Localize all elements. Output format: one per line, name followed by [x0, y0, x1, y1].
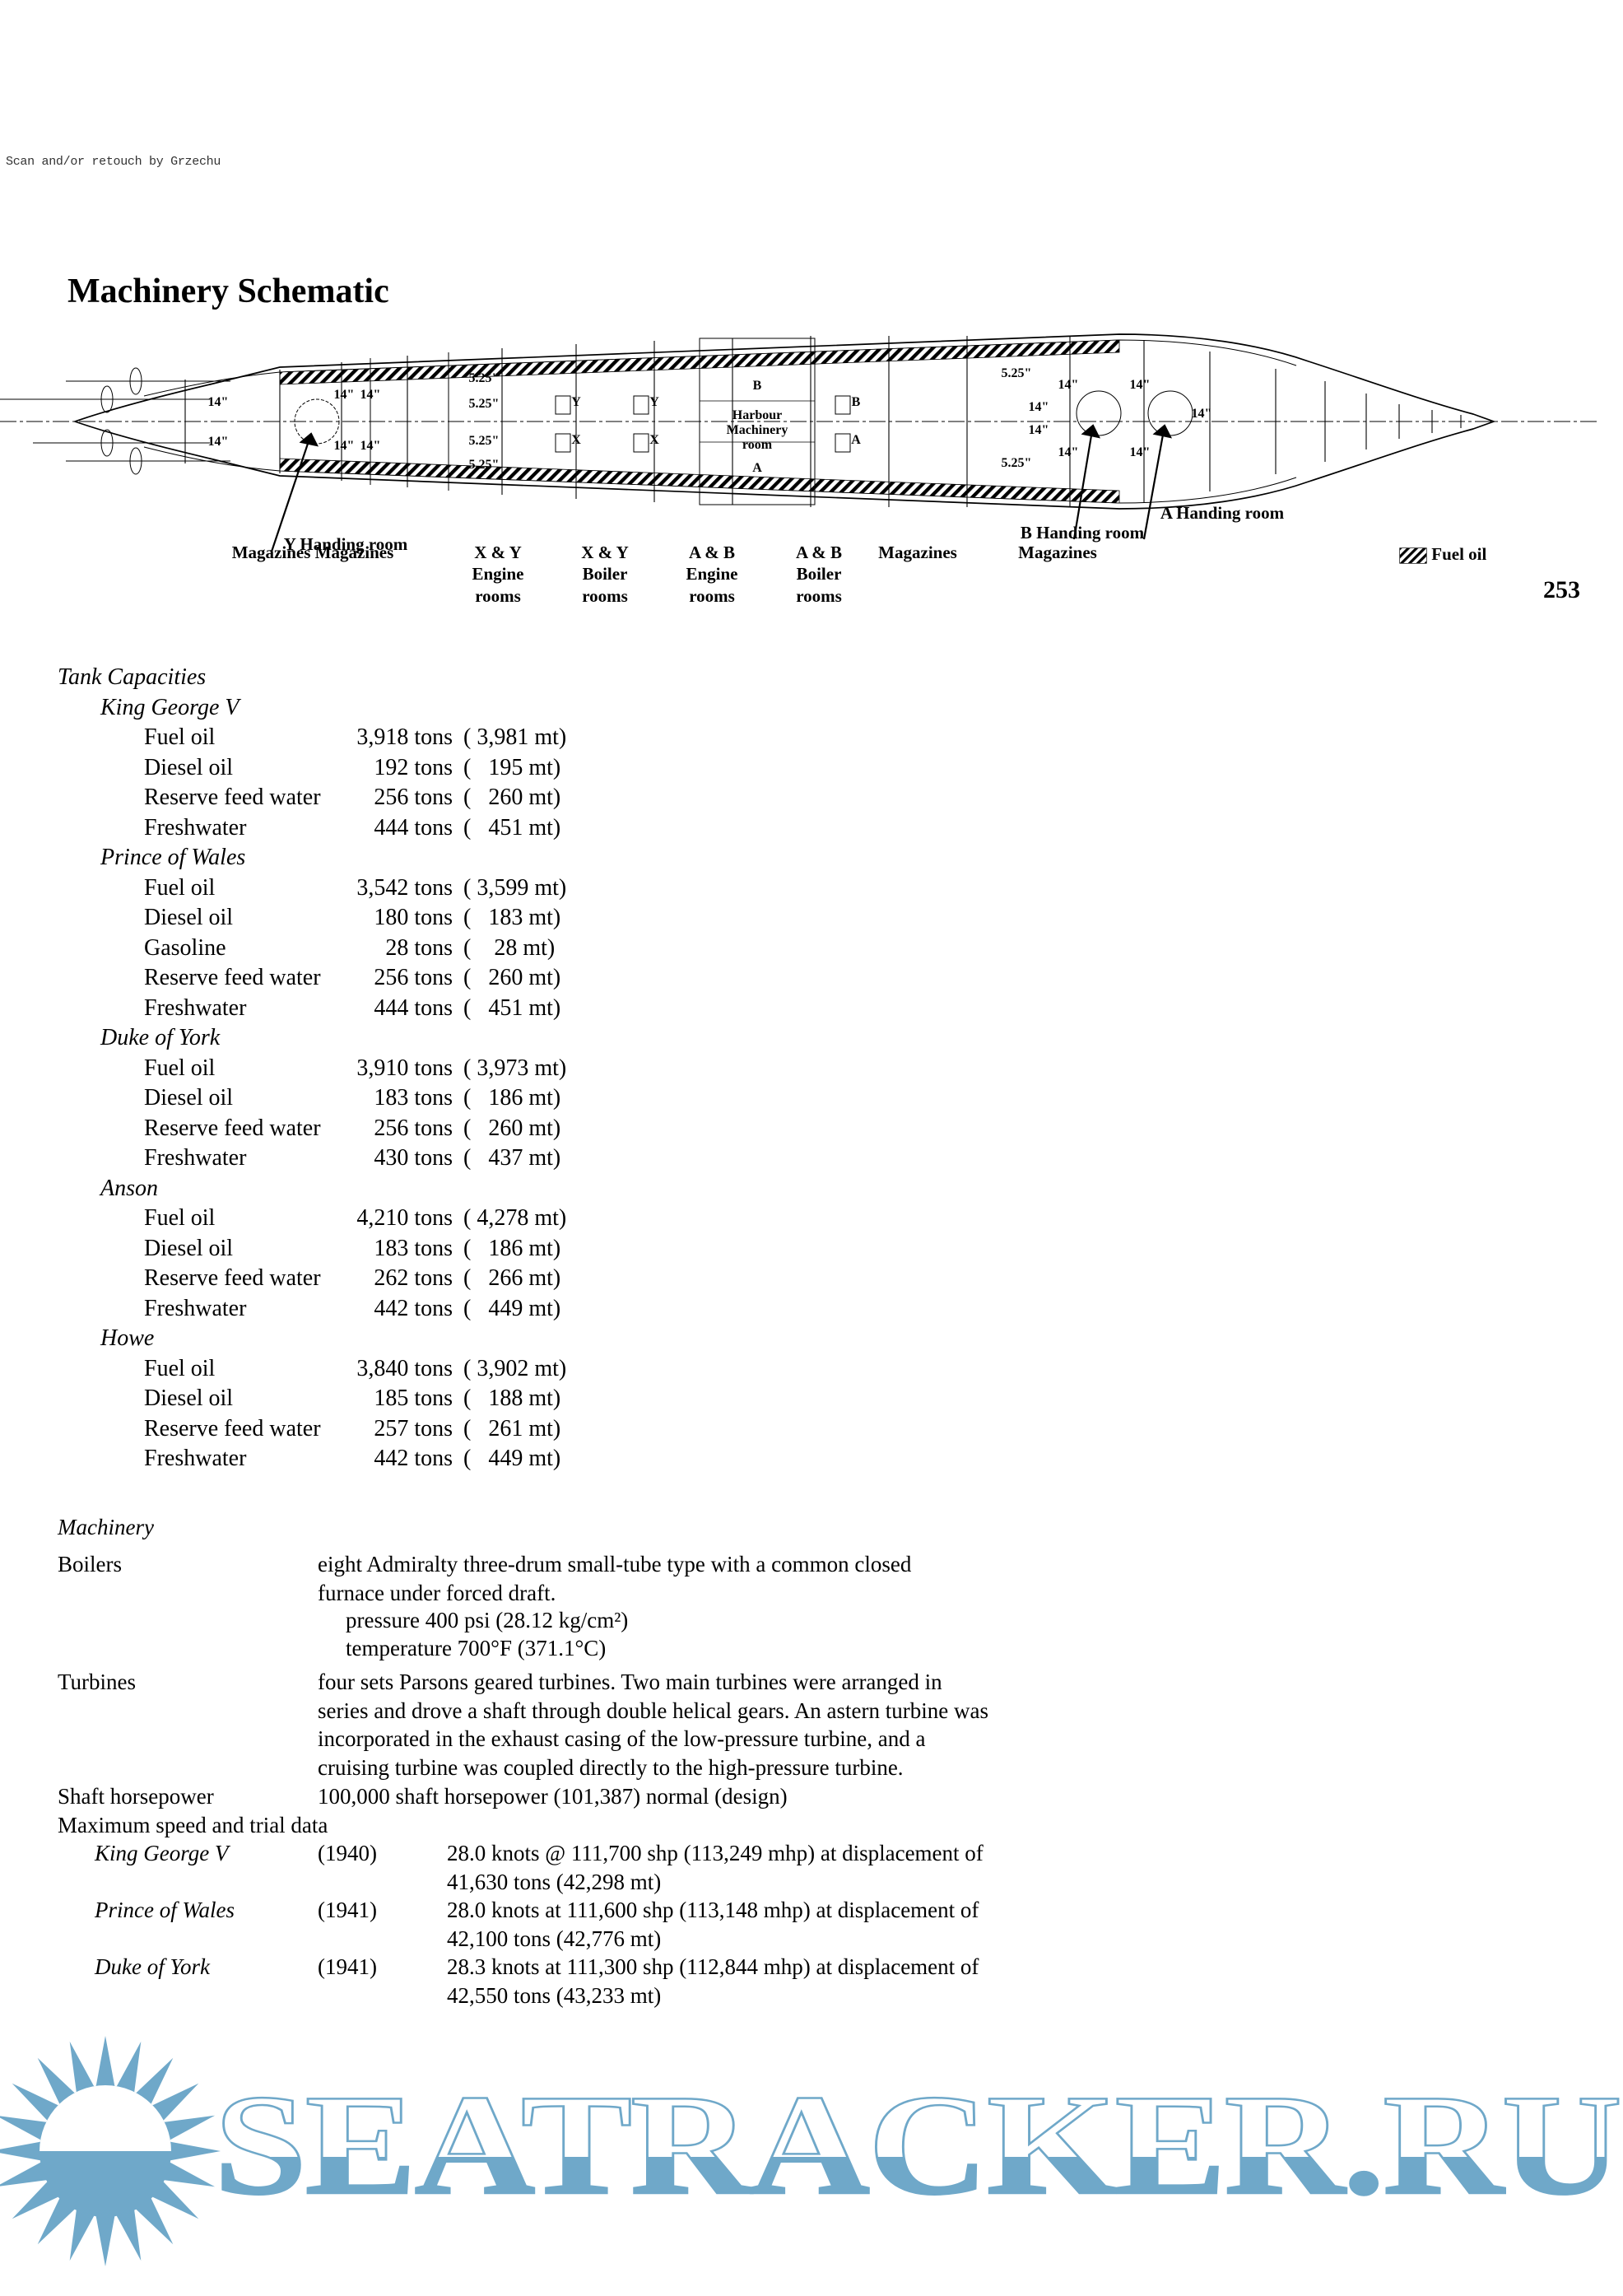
- svg-text:14": 14": [1029, 400, 1049, 414]
- svg-text:5.25": 5.25": [469, 397, 500, 411]
- svg-text:Machinery: Machinery: [727, 423, 788, 437]
- svg-text:14": 14": [1058, 378, 1079, 392]
- svg-text:5.25": 5.25": [1002, 456, 1032, 470]
- svg-text:14": 14": [334, 439, 355, 453]
- svg-text:14": 14": [1130, 378, 1151, 392]
- svg-text:14": 14": [208, 395, 229, 409]
- svg-text:5.25": 5.25": [469, 371, 500, 385]
- svg-text:room: room: [742, 438, 773, 452]
- svg-text:Y: Y: [649, 395, 659, 409]
- svg-text:B: B: [852, 395, 861, 409]
- svg-text:14": 14": [1192, 407, 1212, 421]
- svg-text:14": 14": [360, 388, 381, 402]
- svg-text:14": 14": [208, 435, 229, 449]
- svg-text:14": 14": [334, 388, 355, 402]
- svg-text:B: B: [753, 379, 762, 393]
- svg-text:X: X: [571, 433, 581, 447]
- svg-text:X: X: [649, 433, 659, 447]
- svg-text:Harbour: Harbour: [732, 408, 782, 422]
- svg-text:14": 14": [1029, 423, 1049, 437]
- svg-text:5.25": 5.25": [469, 434, 500, 448]
- svg-text:A: A: [752, 461, 762, 475]
- svg-text:5.25": 5.25": [1002, 366, 1032, 380]
- svg-text:14": 14": [1130, 445, 1151, 459]
- svg-text:5.25": 5.25": [469, 458, 500, 472]
- svg-text:14": 14": [360, 439, 381, 453]
- svg-text:Y: Y: [571, 395, 581, 409]
- svg-text:14": 14": [1058, 445, 1079, 459]
- svg-text:A: A: [851, 433, 861, 447]
